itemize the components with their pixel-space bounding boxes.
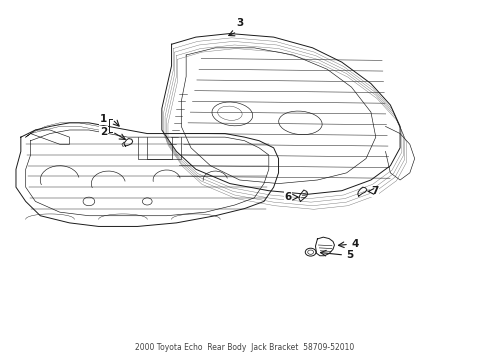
Text: 1: 1	[100, 114, 107, 124]
Text: 4: 4	[351, 239, 358, 249]
Text: 2000 Toyota Echo  Rear Body  Jack Bracket  58709-52010: 2000 Toyota Echo Rear Body Jack Bracket …	[135, 343, 353, 352]
Text: 7: 7	[370, 186, 378, 197]
Text: 5: 5	[346, 250, 353, 260]
Text: 6: 6	[284, 192, 291, 202]
Text: 2: 2	[100, 127, 107, 137]
Text: 3: 3	[236, 18, 243, 28]
